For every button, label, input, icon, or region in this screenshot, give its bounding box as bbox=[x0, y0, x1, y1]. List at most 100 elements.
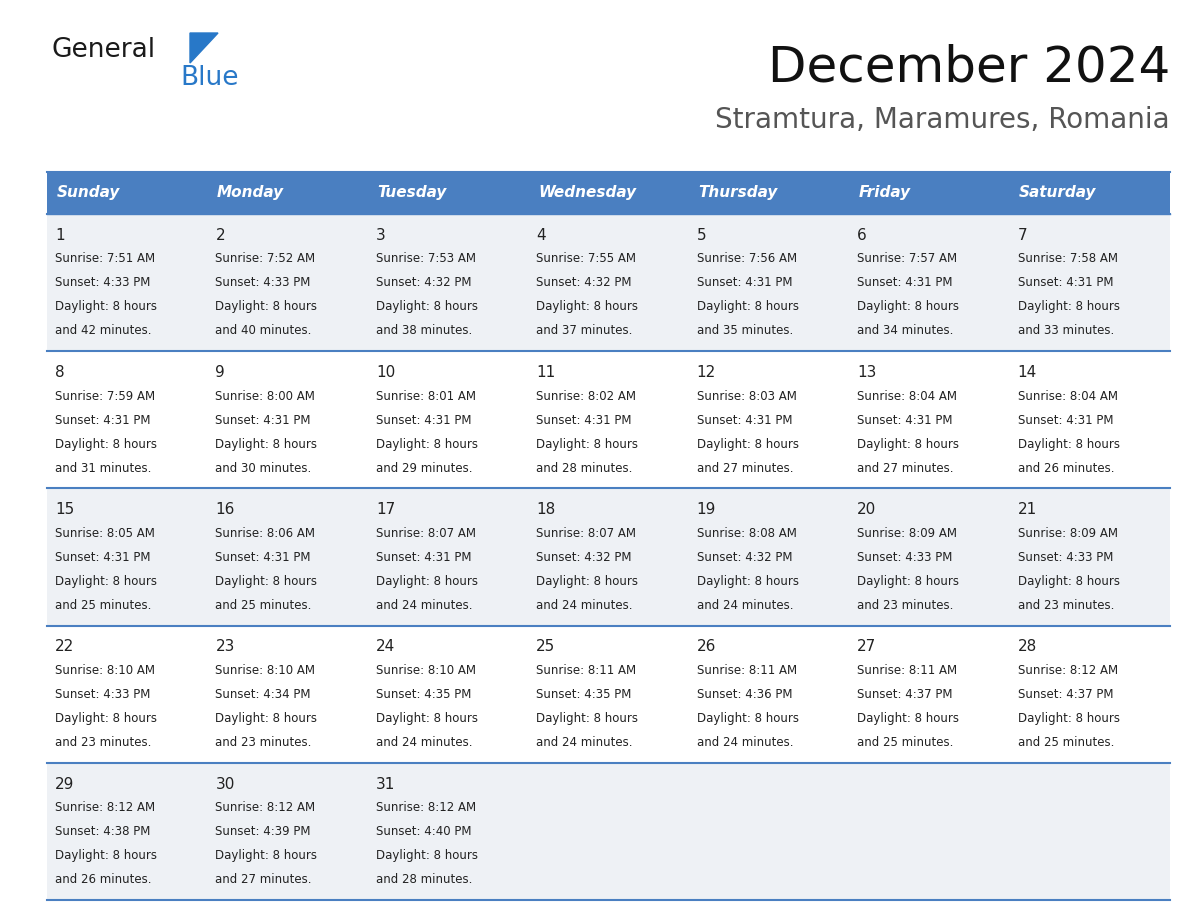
Text: 6: 6 bbox=[858, 228, 867, 242]
Text: Sunrise: 7:52 AM: Sunrise: 7:52 AM bbox=[215, 252, 316, 265]
Text: Sunset: 4:32 PM: Sunset: 4:32 PM bbox=[696, 551, 792, 564]
Text: Daylight: 8 hours: Daylight: 8 hours bbox=[696, 712, 798, 725]
Text: Sunset: 4:31 PM: Sunset: 4:31 PM bbox=[536, 414, 632, 427]
Text: Sunset: 4:31 PM: Sunset: 4:31 PM bbox=[858, 276, 953, 289]
Text: Sunrise: 8:11 AM: Sunrise: 8:11 AM bbox=[696, 664, 797, 677]
Bar bbox=[529, 352, 689, 488]
Text: and 38 minutes.: and 38 minutes. bbox=[375, 324, 472, 338]
Text: and 29 minutes.: and 29 minutes. bbox=[375, 462, 473, 475]
Text: Sunrise: 8:12 AM: Sunrise: 8:12 AM bbox=[375, 801, 476, 814]
Text: 13: 13 bbox=[858, 365, 877, 380]
Text: Daylight: 8 hours: Daylight: 8 hours bbox=[536, 575, 638, 588]
Text: Sunrise: 7:58 AM: Sunrise: 7:58 AM bbox=[1018, 252, 1118, 265]
Text: Sunrise: 8:12 AM: Sunrise: 8:12 AM bbox=[55, 801, 156, 814]
Bar bbox=[48, 763, 208, 900]
Text: 17: 17 bbox=[375, 502, 396, 517]
Text: and 34 minutes.: and 34 minutes. bbox=[858, 324, 954, 338]
Bar bbox=[849, 488, 1010, 625]
Text: 15: 15 bbox=[55, 502, 75, 517]
Text: Sunset: 4:37 PM: Sunset: 4:37 PM bbox=[858, 688, 953, 701]
Text: and 23 minutes.: and 23 minutes. bbox=[858, 599, 954, 611]
Text: Daylight: 8 hours: Daylight: 8 hours bbox=[375, 575, 478, 588]
Text: Friday: Friday bbox=[859, 185, 911, 200]
Text: Sunrise: 8:03 AM: Sunrise: 8:03 AM bbox=[696, 389, 797, 403]
Text: 7: 7 bbox=[1018, 228, 1028, 242]
Bar bbox=[1010, 763, 1170, 900]
Text: Daylight: 8 hours: Daylight: 8 hours bbox=[1018, 300, 1119, 313]
Bar bbox=[1010, 625, 1170, 763]
Text: Sunrise: 7:55 AM: Sunrise: 7:55 AM bbox=[536, 252, 637, 265]
Text: 16: 16 bbox=[215, 502, 235, 517]
Bar bbox=[48, 488, 208, 625]
Text: 5: 5 bbox=[696, 228, 707, 242]
Text: Daylight: 8 hours: Daylight: 8 hours bbox=[375, 300, 478, 313]
Text: Daylight: 8 hours: Daylight: 8 hours bbox=[536, 438, 638, 451]
Bar bbox=[849, 214, 1010, 352]
Text: Sunset: 4:31 PM: Sunset: 4:31 PM bbox=[375, 551, 472, 564]
Text: Sunset: 4:33 PM: Sunset: 4:33 PM bbox=[55, 276, 151, 289]
Bar bbox=[529, 763, 689, 900]
Text: Sunrise: 8:02 AM: Sunrise: 8:02 AM bbox=[536, 389, 637, 403]
Text: and 31 minutes.: and 31 minutes. bbox=[55, 462, 151, 475]
Bar bbox=[689, 488, 849, 625]
Bar bbox=[1010, 488, 1170, 625]
Text: 14: 14 bbox=[1018, 365, 1037, 380]
Text: Daylight: 8 hours: Daylight: 8 hours bbox=[375, 849, 478, 862]
Text: and 27 minutes.: and 27 minutes. bbox=[858, 462, 954, 475]
Text: 10: 10 bbox=[375, 365, 396, 380]
Bar bbox=[1010, 172, 1170, 214]
Text: Sunrise: 8:09 AM: Sunrise: 8:09 AM bbox=[1018, 527, 1118, 540]
Text: Sunrise: 7:53 AM: Sunrise: 7:53 AM bbox=[375, 252, 476, 265]
Bar bbox=[48, 214, 208, 352]
Text: and 23 minutes.: and 23 minutes. bbox=[215, 736, 311, 749]
Text: and 35 minutes.: and 35 minutes. bbox=[696, 324, 792, 338]
Text: Sunset: 4:32 PM: Sunset: 4:32 PM bbox=[536, 276, 632, 289]
Text: Daylight: 8 hours: Daylight: 8 hours bbox=[375, 712, 478, 725]
Text: Daylight: 8 hours: Daylight: 8 hours bbox=[55, 712, 157, 725]
Text: and 24 minutes.: and 24 minutes. bbox=[696, 736, 794, 749]
Text: and 25 minutes.: and 25 minutes. bbox=[1018, 736, 1114, 749]
Bar bbox=[368, 625, 529, 763]
Text: and 23 minutes.: and 23 minutes. bbox=[1018, 599, 1114, 611]
Text: Sunset: 4:40 PM: Sunset: 4:40 PM bbox=[375, 825, 472, 838]
Text: Stramtura, Maramures, Romania: Stramtura, Maramures, Romania bbox=[715, 106, 1170, 134]
Text: Sunset: 4:31 PM: Sunset: 4:31 PM bbox=[55, 551, 151, 564]
Text: Sunset: 4:38 PM: Sunset: 4:38 PM bbox=[55, 825, 151, 838]
Text: Sunrise: 8:08 AM: Sunrise: 8:08 AM bbox=[696, 527, 797, 540]
Text: 11: 11 bbox=[536, 365, 556, 380]
Text: Sunrise: 7:51 AM: Sunrise: 7:51 AM bbox=[55, 252, 156, 265]
Text: and 26 minutes.: and 26 minutes. bbox=[55, 873, 152, 886]
Bar bbox=[208, 352, 368, 488]
Text: Sunrise: 8:04 AM: Sunrise: 8:04 AM bbox=[858, 389, 958, 403]
Text: 20: 20 bbox=[858, 502, 877, 517]
Bar bbox=[48, 172, 208, 214]
Text: 8: 8 bbox=[55, 365, 64, 380]
Text: Sunrise: 8:12 AM: Sunrise: 8:12 AM bbox=[215, 801, 316, 814]
Bar bbox=[1010, 352, 1170, 488]
Text: and 25 minutes.: and 25 minutes. bbox=[215, 599, 311, 611]
Bar bbox=[208, 488, 368, 625]
Text: Daylight: 8 hours: Daylight: 8 hours bbox=[55, 300, 157, 313]
Bar bbox=[1010, 214, 1170, 352]
Text: Daylight: 8 hours: Daylight: 8 hours bbox=[215, 438, 317, 451]
Text: Sunrise: 8:09 AM: Sunrise: 8:09 AM bbox=[858, 527, 958, 540]
Text: Sunrise: 7:56 AM: Sunrise: 7:56 AM bbox=[696, 252, 797, 265]
Bar bbox=[689, 214, 849, 352]
Text: and 37 minutes.: and 37 minutes. bbox=[536, 324, 633, 338]
Text: and 28 minutes.: and 28 minutes. bbox=[375, 873, 473, 886]
Text: 30: 30 bbox=[215, 777, 235, 791]
Text: 19: 19 bbox=[696, 502, 716, 517]
Text: Daylight: 8 hours: Daylight: 8 hours bbox=[858, 300, 959, 313]
Text: Sunset: 4:36 PM: Sunset: 4:36 PM bbox=[696, 688, 792, 701]
Bar bbox=[849, 763, 1010, 900]
Text: Daylight: 8 hours: Daylight: 8 hours bbox=[858, 712, 959, 725]
Text: Tuesday: Tuesday bbox=[378, 185, 447, 200]
Text: 27: 27 bbox=[858, 639, 877, 655]
Text: Daylight: 8 hours: Daylight: 8 hours bbox=[696, 300, 798, 313]
Text: 3: 3 bbox=[375, 228, 386, 242]
Text: Wednesday: Wednesday bbox=[538, 185, 636, 200]
Bar bbox=[849, 172, 1010, 214]
Text: Sunset: 4:31 PM: Sunset: 4:31 PM bbox=[696, 414, 792, 427]
Text: Daylight: 8 hours: Daylight: 8 hours bbox=[696, 575, 798, 588]
Text: Sunset: 4:31 PM: Sunset: 4:31 PM bbox=[215, 551, 311, 564]
